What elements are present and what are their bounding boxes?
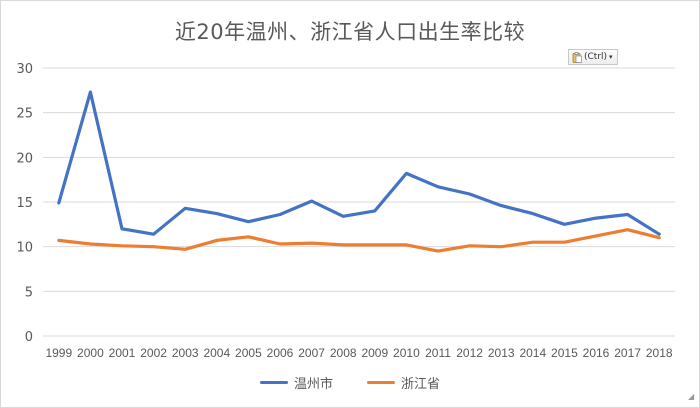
x-tick-label: 2000: [77, 346, 104, 360]
x-tick-label: 2007: [298, 346, 325, 360]
chart-title: 近20年温州、浙江省人口出生率比较: [174, 20, 526, 44]
x-tick-label: 2010: [393, 346, 420, 360]
x-tick-label: 2004: [203, 346, 230, 360]
legend-item: 浙江省: [367, 373, 440, 392]
legend: 温州市 浙江省: [0, 373, 700, 392]
x-tick-label: 2012: [456, 346, 483, 360]
legend-swatch: [259, 381, 288, 384]
x-tick-label: 2001: [109, 346, 136, 360]
y-tick-label: 10: [16, 241, 33, 256]
x-tick-label: 2008: [330, 346, 357, 360]
clipboard-icon: [572, 51, 582, 63]
x-tick-label: 2013: [488, 346, 515, 360]
x-tick-label: 2006: [267, 346, 294, 360]
paste-options-button[interactable]: (Ctrl) ▾: [568, 49, 618, 65]
x-tick-label: 2016: [583, 346, 610, 360]
paste-options-label: (Ctrl): [584, 52, 608, 62]
x-tick-label: 2015: [551, 346, 578, 360]
y-tick-label: 20: [16, 151, 33, 166]
x-tick-label: 2005: [235, 346, 262, 360]
x-tick-label: 2011: [425, 346, 451, 360]
legend-swatch: [367, 381, 395, 384]
y-tick-label: 25: [16, 107, 33, 122]
legend-item: 温州市: [259, 373, 333, 392]
x-tick-label: 2018: [646, 346, 673, 360]
x-tick-label: 2003: [172, 346, 199, 360]
y-tick-label: 30: [16, 62, 33, 77]
x-tick-label: 2009: [361, 346, 388, 360]
resize-handle-icon[interactable]: ◢: [688, 392, 695, 401]
x-tick-label: 2017: [614, 346, 641, 360]
x-tick-label: 1999: [45, 346, 72, 360]
chevron-down-icon: ▾: [609, 53, 613, 61]
legend-label: 温州市: [293, 377, 333, 392]
series-line-1: [57, 90, 661, 236]
series-line-2: [57, 228, 661, 253]
y-tick-label: 15: [16, 196, 33, 211]
x-tick-label: 2014: [519, 346, 546, 360]
x-tick-label: 2002: [140, 346, 167, 360]
y-tick-label: 0: [25, 330, 33, 345]
legend-label: 浙江省: [401, 377, 441, 392]
y-tick-label: 5: [25, 285, 33, 300]
